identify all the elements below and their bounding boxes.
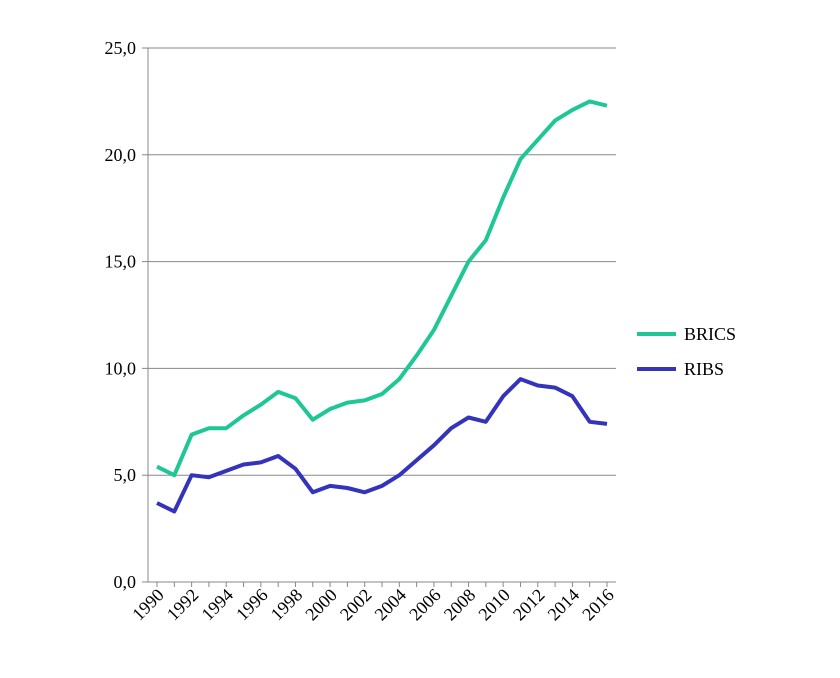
x-tick-label: 2000 — [301, 585, 341, 625]
x-tick-label: 2012 — [509, 585, 549, 625]
legend: BRICS RIBS — [637, 324, 736, 379]
series-lines — [156, 99, 608, 514]
x-axis-ticks: 1990199219941996199820002002200420062008… — [128, 582, 618, 624]
y-axis-ticks: 0,0 5,0 10,0 15,0 20,0 25,0 — [105, 38, 148, 592]
legend-label-ribs: RIBS — [684, 359, 724, 379]
x-tick-label: 1998 — [267, 585, 307, 625]
x-tick-label: 2008 — [440, 585, 480, 625]
y-tick-label: 10,0 — [105, 358, 137, 378]
y-tick-label: 20,0 — [105, 145, 137, 165]
x-tick-label: 2002 — [336, 585, 376, 625]
series-line-ribs — [156, 377, 608, 514]
x-tick-label: 2004 — [371, 585, 411, 625]
x-tick-label: 2006 — [405, 585, 445, 625]
y-tick-label: 5,0 — [114, 465, 137, 485]
y-tick-label: 0,0 — [114, 572, 137, 592]
x-tick-label: 2016 — [578, 585, 618, 625]
legend-label-brics: BRICS — [684, 324, 736, 344]
x-tick-label: 1994 — [197, 585, 237, 625]
x-tick-label: 1992 — [163, 585, 203, 625]
y-tick-label: 25,0 — [105, 38, 137, 58]
x-tick-label: 2010 — [474, 585, 514, 625]
x-tick-label: 1996 — [232, 585, 272, 625]
gridlines — [148, 47, 616, 476]
series-line-brics — [156, 99, 608, 478]
y-tick-label: 15,0 — [105, 252, 137, 272]
x-tick-label: 2014 — [544, 585, 584, 625]
